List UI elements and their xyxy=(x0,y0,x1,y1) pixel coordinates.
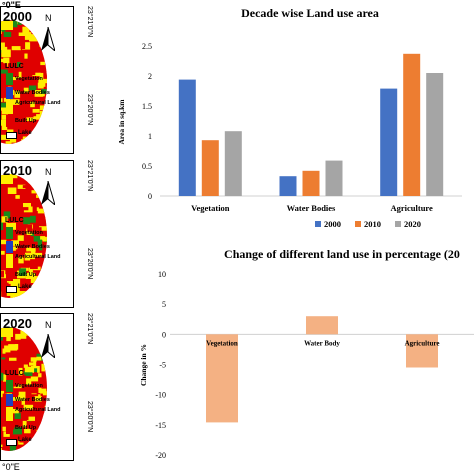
map-panel-2020: 2020 N LULC Vegetation Water Bodies Agricultu… xyxy=(0,313,74,461)
x-tick-label-0: Vegetation xyxy=(191,203,230,213)
x-tick-label-1: Water Body xyxy=(304,339,340,347)
legend-label-2: Agricultural Land xyxy=(15,254,61,260)
legend-label-2010: 2010 xyxy=(364,219,381,229)
lulc-legend-title: LULC xyxy=(5,370,24,377)
chart-title: Change of different land use in percenta… xyxy=(224,247,460,261)
lulc-legend-title: LULC xyxy=(5,217,24,224)
legend-label-2000: 2000 xyxy=(324,219,341,229)
y-tick-label-5: 2.5 xyxy=(142,42,152,51)
legend-label-1: Water Bodies xyxy=(15,244,50,250)
y-tick-label-3: 1.5 xyxy=(142,102,152,111)
legend-swatch-1 xyxy=(6,394,13,406)
legend-label-1: Water Bodies xyxy=(15,397,50,403)
y-tick-label-2: -10 xyxy=(155,391,166,400)
y-tick-label-2: 1 xyxy=(148,132,152,141)
lat-label-top: 23°21'0"N xyxy=(86,6,93,38)
lon-label-top: °0"E xyxy=(2,0,21,10)
y-axis-label: Change in % xyxy=(139,344,148,386)
lake-swatch xyxy=(6,439,17,446)
map-year-label: 2000 xyxy=(3,9,32,24)
x-tick-label-2: Agriculture xyxy=(405,339,440,347)
bar-water-body xyxy=(306,316,338,335)
bar-vegetation xyxy=(206,334,238,423)
bar-vegetation-2010 xyxy=(201,140,219,196)
lat-label-top: 23°21'0"N xyxy=(86,160,93,192)
legend-label-1: Water Bodies xyxy=(15,90,50,96)
bar-vegetation-2000 xyxy=(178,79,196,196)
lon-label-bottom: °0"E xyxy=(2,462,20,472)
legend-swatch-0 xyxy=(6,73,13,85)
y-tick-label-1: -15 xyxy=(155,421,166,430)
lat-label-mid: 23°20'0"N xyxy=(86,248,93,280)
y-tick-label-3: -5 xyxy=(159,361,166,370)
map-panel-2010: 2010 N LULC Vegetation Water Bodies Agricultu… xyxy=(0,160,74,308)
lake-swatch xyxy=(6,132,17,139)
legend-label-3: Built Up xyxy=(15,425,37,431)
legend-swatch-1 xyxy=(6,87,13,99)
bar-vegetation-2020 xyxy=(224,131,242,196)
north-arrow-icon xyxy=(41,181,55,205)
legend-label-0: Vegetation xyxy=(15,76,43,82)
bar-agriculture-2000 xyxy=(380,88,398,196)
bar-agriculture-2010 xyxy=(403,53,421,196)
bar-water-bodies-2010 xyxy=(302,170,320,196)
north-arrow-icon xyxy=(41,334,55,358)
map-panel-2000: 2000 N LULC Vegetation Water Bodies Agricultu… xyxy=(0,6,74,154)
legend-label-0: Vegetation xyxy=(15,383,43,389)
north-label: N xyxy=(45,167,52,177)
legend-label-3: Built Up xyxy=(15,118,37,124)
legend-swatch-3 xyxy=(6,422,13,434)
lake-label: Lake xyxy=(18,284,32,290)
bar-agriculture xyxy=(406,334,438,368)
legend-swatch-1 xyxy=(6,241,13,253)
y-tick-label-1: 0.5 xyxy=(142,162,152,171)
legend-swatch-0 xyxy=(6,380,13,392)
legend-label-2: Agricultural Land xyxy=(15,407,61,413)
x-tick-label-1: Water Bodies xyxy=(287,203,336,213)
bar-agriculture-2020 xyxy=(426,73,444,196)
north-label: N xyxy=(45,320,52,330)
y-axis-label: Area in sq.km xyxy=(117,99,126,145)
bar-water-bodies-2020 xyxy=(325,160,343,196)
y-tick-label-4: 0 xyxy=(162,330,166,339)
legend-label-3: Built Up xyxy=(15,272,37,278)
lat-label-top: 23°21'0"N xyxy=(86,313,93,345)
legend-label-0: Vegetation xyxy=(15,230,43,236)
legend-swatch-2020 xyxy=(395,221,401,227)
y-tick-label-4: 2 xyxy=(148,72,152,81)
y-tick-label-0: 0 xyxy=(148,192,152,201)
y-tick-label-6: 10 xyxy=(158,270,166,279)
legend-swatch-2 xyxy=(6,254,13,268)
legend-swatch-3 xyxy=(6,115,13,127)
land-use-area-chart: Decade wise Land use area Area in sq.km 0 0… xyxy=(117,6,462,229)
legend-label-2: Agricultural Land xyxy=(15,100,61,106)
land-use-change-chart: Change of different land use in percenta… xyxy=(139,247,474,460)
lake-label: Lake xyxy=(18,437,32,443)
chart-title: Decade wise Land use area xyxy=(241,6,379,20)
x-tick-label-0: Vegetation xyxy=(206,339,238,347)
legend-swatch-2 xyxy=(6,100,13,114)
bar-water-bodies-2000 xyxy=(279,176,297,196)
map-year-label: 2010 xyxy=(3,163,32,178)
y-tick-label-0: -20 xyxy=(155,451,166,460)
map-year-label: 2020 xyxy=(3,316,32,331)
legend-swatch-3 xyxy=(6,269,13,281)
legend-swatch-2000 xyxy=(315,221,321,227)
lat-label-mid: 23°20'0"N xyxy=(86,94,93,126)
y-tick-label-5: 5 xyxy=(162,300,166,309)
lulc-legend-title: LULC xyxy=(5,63,24,70)
legend-swatch-2010 xyxy=(355,221,361,227)
lat-label-mid: 23°20'0"N xyxy=(86,401,93,433)
legend-swatch-0 xyxy=(6,227,13,239)
north-arrow-icon xyxy=(41,27,55,51)
legend-swatch-2 xyxy=(6,407,13,421)
lake-swatch xyxy=(6,286,17,293)
north-label: N xyxy=(45,13,52,23)
lake-label: Lake xyxy=(18,130,32,136)
legend-label-2020: 2020 xyxy=(404,219,421,229)
x-tick-label-2: Agriculture xyxy=(390,203,433,213)
